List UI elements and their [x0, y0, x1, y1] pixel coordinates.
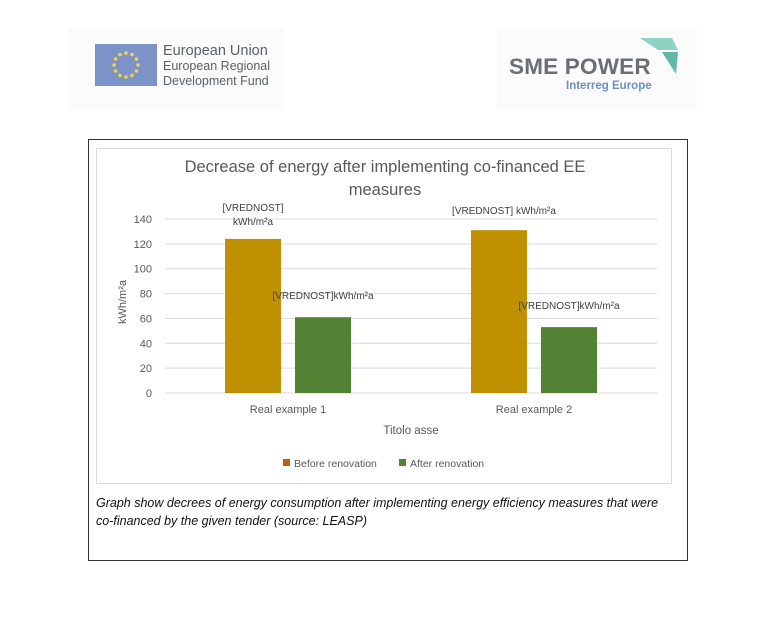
eu-line-3: Development Fund	[163, 74, 269, 88]
eu-line-1: European Union	[163, 43, 268, 59]
data-labels: [VREDNOST] kWh/m²a [VREDNOST] kWh/m²a [VRED…	[222, 203, 620, 312]
sme-power-subtitle: Interreg Europe	[566, 80, 652, 92]
x-axis-ticks: Real example 1 Real example 2	[250, 404, 572, 416]
data-label: [VREDNOST] kWh/m²a	[452, 206, 556, 217]
figure-frame	[88, 139, 688, 561]
bar-after-renovation	[541, 327, 597, 393]
eu-flag-icon	[95, 44, 157, 86]
y-tick-label: 80	[140, 289, 152, 301]
legend-swatch	[399, 459, 406, 466]
chart-title-line-1: Decrease of energy after implementing co…	[185, 158, 586, 176]
bars	[225, 230, 597, 393]
chart-area	[96, 148, 672, 484]
y-axis-ticks: 0 20 40 60 80 100 120 140	[134, 214, 152, 400]
bar-after-renovation	[295, 317, 351, 393]
y-tick-label: 60	[140, 313, 152, 325]
y-tick-label: 140	[134, 214, 152, 226]
eu-line-2: European Regional	[163, 59, 271, 73]
y-tick-label: 20	[140, 363, 152, 375]
y-tick-label: 100	[134, 264, 152, 276]
bar-before-renovation	[225, 238, 281, 393]
legend-label: After renovation	[410, 458, 484, 470]
legend-swatch	[283, 459, 290, 466]
data-label: [VREDNOST]kWh/m²a	[272, 291, 374, 302]
sme-power-title: SME POWER	[509, 54, 651, 79]
figure-caption: Graph show decrees of energy consumption…	[96, 496, 659, 528]
legend: Before renovation After renovation	[283, 458, 484, 470]
data-label: [VREDNOST]kWh/m²a	[518, 301, 620, 312]
y-tick-label: 40	[140, 338, 152, 350]
y-tick-label: 0	[146, 388, 152, 400]
x-axis-label: Titolo asse	[383, 425, 438, 437]
bar-before-renovation	[471, 230, 527, 393]
legend-label: Before renovation	[294, 458, 377, 470]
sme-power-mark-icon	[638, 36, 680, 81]
y-tick-label: 120	[134, 239, 152, 251]
x-tick-label: Real example 1	[250, 404, 326, 416]
x-tick-label: Real example 2	[496, 404, 572, 416]
chart-title-line-2: measures	[349, 181, 421, 199]
eu-logo-text: European Union European Regional Develop…	[163, 43, 270, 89]
data-label: [VREDNOST]kWh/m²a	[222, 203, 283, 228]
y-axis-label: kWh/m²a	[117, 279, 129, 324]
